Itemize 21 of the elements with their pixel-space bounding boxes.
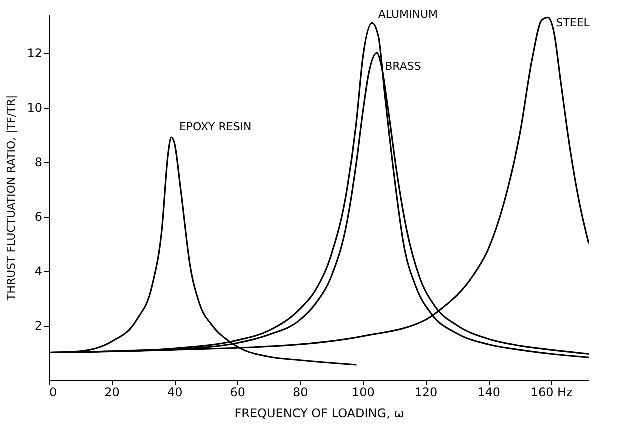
- x-tick-label: 60: [230, 386, 246, 400]
- x-tick-label: 40: [167, 386, 183, 400]
- y-tick-label: 2: [34, 319, 42, 334]
- x-tick-label: 140: [478, 386, 500, 400]
- y-tick-label: 12: [27, 46, 42, 61]
- x-tick-label: 0: [50, 386, 58, 400]
- y-tick-label: 4: [34, 264, 42, 279]
- y-tick-label: 6: [34, 210, 42, 224]
- series-label: ALUMINUM: [378, 8, 438, 22]
- series-label: STEEL: [556, 16, 591, 30]
- x-tick-label: 80: [293, 386, 308, 400]
- x-tick-label: 120: [414, 386, 438, 400]
- y-tick-label: 8: [34, 156, 42, 170]
- series-label: BRASS: [385, 60, 422, 74]
- y-tick-label: 10: [27, 101, 42, 116]
- series-label: EPOXY RESIN: [179, 120, 252, 134]
- x-axis-title: FREQUENCY OF LOADING, ω: [234, 406, 404, 420]
- y-axis-title: THRUST FLUCTUATION RATIO, |TF/TR|: [5, 95, 18, 302]
- x-tick-label: 100: [352, 386, 375, 400]
- x-tick-label: 20: [104, 386, 120, 400]
- x-tick-label: 160 Hz: [530, 386, 573, 400]
